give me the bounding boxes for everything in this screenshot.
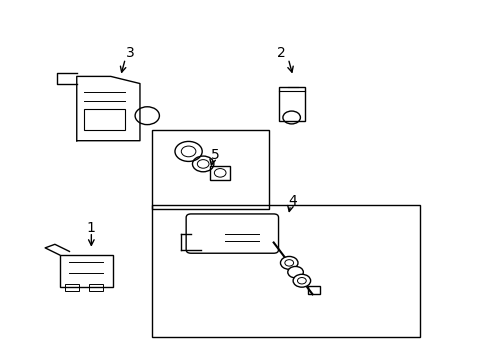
- Bar: [210, 166, 229, 180]
- Bar: [152, 130, 268, 208]
- Bar: [278, 87, 305, 121]
- Text: 3: 3: [125, 46, 134, 60]
- Bar: [307, 287, 319, 294]
- Bar: [152, 205, 419, 337]
- Text: 4: 4: [288, 194, 297, 208]
- Circle shape: [280, 256, 297, 269]
- Text: 1: 1: [87, 221, 96, 235]
- Bar: [64, 284, 79, 291]
- Circle shape: [287, 266, 303, 278]
- Text: 2: 2: [276, 46, 285, 60]
- Bar: [84, 109, 125, 130]
- Bar: [60, 255, 113, 287]
- Circle shape: [292, 274, 310, 287]
- Text: 5: 5: [210, 148, 219, 162]
- Bar: [89, 284, 103, 291]
